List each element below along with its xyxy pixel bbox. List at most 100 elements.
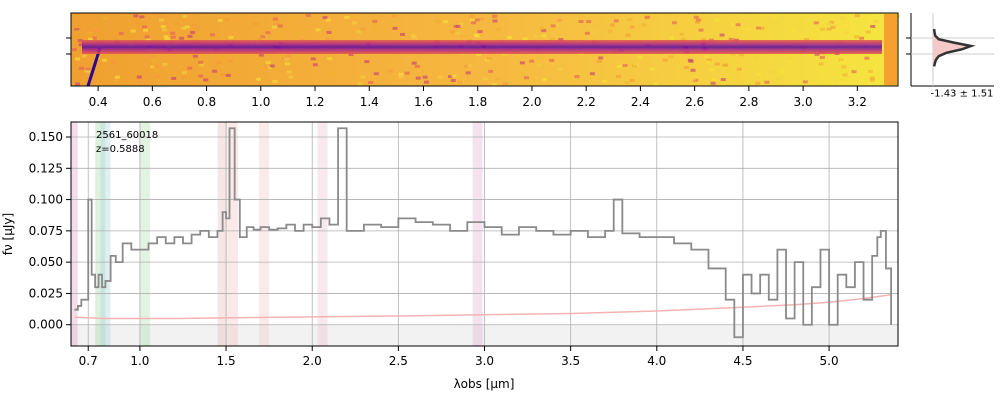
- noise-pixel: [541, 29, 547, 33]
- emission-line-markers: [71, 122, 483, 346]
- noise-pixel: [802, 80, 808, 84]
- noise-pixel: [463, 64, 469, 68]
- spectrum-1d-xtick-label: 1.0: [130, 354, 149, 368]
- object-id-label: 2561_60018: [96, 130, 158, 141]
- flux-line: [74, 127, 893, 339]
- spectrum-1d-ytick-label: 0.150: [29, 130, 63, 144]
- noise-pixel: [810, 32, 816, 36]
- noise-pixel: [284, 62, 290, 66]
- noise-pixel: [649, 67, 655, 71]
- noise-pixel: [586, 20, 592, 24]
- noise-pixel: [137, 78, 143, 82]
- noise-pixel: [557, 67, 563, 71]
- noise-pixel: [158, 15, 164, 19]
- noise-pixel: [818, 70, 824, 74]
- noise-pixel: [596, 59, 602, 63]
- noise-pixel: [190, 31, 196, 35]
- noise-pixel: [225, 73, 231, 77]
- noise-pixel: [434, 19, 440, 23]
- noise-pixel: [325, 18, 331, 22]
- noise-pixel: [72, 48, 78, 52]
- noise-pixel: [574, 75, 580, 79]
- noise-pixel: [265, 31, 271, 35]
- noise-pixel: [688, 59, 694, 63]
- noise-pixel: [75, 57, 81, 61]
- spectrum-1d-ytick-label: 0.100: [29, 193, 63, 207]
- noise-pixel: [669, 36, 675, 40]
- noise-pixel: [322, 16, 328, 20]
- line-marker-band: [217, 122, 228, 346]
- noise-pixel: [348, 52, 354, 56]
- noise-pixel: [754, 55, 760, 59]
- noise-pixel: [272, 17, 278, 21]
- noise-pixel: [294, 27, 300, 31]
- noise-pixel: [629, 79, 635, 83]
- noise-pixel: [277, 24, 283, 28]
- noise-pixel: [209, 14, 215, 18]
- noise-pixel: [492, 14, 498, 18]
- noise-pixel: [457, 80, 463, 84]
- noise-pixel: [679, 32, 685, 36]
- noise-pixel: [372, 19, 378, 23]
- noise-pixel: [558, 38, 564, 42]
- noise-pixel: [764, 80, 770, 84]
- spectrum-2d-panel: 0.4 0.6 0.8 1.0 1.2 1.4 1.6 1.8 2.0 2.2 2.4 2.6 2.8 3…: [66, 12, 900, 109]
- spectrum-2d-xtick-label: 2.0: [522, 95, 541, 109]
- spectrum-1d-ytick-label: 0.025: [29, 286, 63, 300]
- line-marker-band: [472, 122, 483, 346]
- noise-pixel: [360, 27, 366, 31]
- line-marker-band: [100, 122, 111, 346]
- noise-pixel: [602, 79, 608, 83]
- noise-pixel: [598, 56, 604, 60]
- noise-pixel: [352, 21, 358, 25]
- noise-pixel: [477, 30, 483, 34]
- noise-pixel: [447, 75, 453, 79]
- noise-pixel: [91, 72, 97, 76]
- noise-pixel: [697, 54, 703, 58]
- noise-pixel: [327, 57, 333, 61]
- noise-pixel: [78, 66, 84, 70]
- profile-panel: -1.43 ± 1.51: [906, 13, 994, 99]
- spectrum-2d-xtick-label: 2.2: [577, 95, 596, 109]
- noise-pixel: [491, 83, 497, 87]
- noise-pixel: [838, 58, 844, 62]
- noise-pixel: [839, 16, 845, 20]
- noise-pixel: [324, 38, 330, 42]
- noise-pixel: [814, 52, 820, 56]
- noise-pixel: [398, 72, 404, 76]
- noise-pixel: [85, 69, 91, 73]
- noise-pixel: [625, 33, 631, 37]
- noise-pixel: [869, 76, 875, 80]
- noise-pixel: [75, 82, 81, 86]
- noise-pixel: [739, 53, 745, 57]
- noise-pixel: [253, 22, 259, 26]
- noise-pixel: [288, 75, 294, 79]
- noise-pixel: [502, 52, 508, 56]
- noise-pixel: [607, 29, 613, 33]
- line-marker-band: [258, 122, 269, 346]
- noise-pixel: [735, 23, 741, 27]
- noise-pixel: [813, 21, 819, 25]
- noise-pixel: [85, 68, 91, 72]
- spectrum-1d-ytick-label: 0.125: [29, 161, 63, 175]
- noise-pixel: [772, 16, 778, 20]
- noise-pixel: [88, 37, 94, 41]
- noise-pixel: [826, 22, 832, 26]
- spectrum-1d-ytick-label: 0.000: [29, 318, 63, 332]
- noise-pixel: [326, 30, 332, 34]
- noise-pixel: [285, 54, 291, 58]
- noise-pixel: [182, 14, 188, 18]
- line-marker-band: [317, 122, 328, 346]
- noise-pixel: [714, 18, 720, 22]
- noise-pixel: [523, 76, 529, 80]
- noise-pixel: [392, 26, 398, 30]
- noise-pixel: [854, 35, 860, 39]
- noise-pixel: [632, 64, 638, 68]
- noise-pixel: [114, 75, 120, 79]
- noise-pixel: [152, 65, 158, 69]
- noise-pixel: [549, 58, 555, 62]
- line-marker-band: [95, 122, 106, 346]
- noise-pixel: [479, 17, 485, 21]
- noise-pixel: [255, 77, 261, 81]
- line-marker-band: [71, 122, 78, 346]
